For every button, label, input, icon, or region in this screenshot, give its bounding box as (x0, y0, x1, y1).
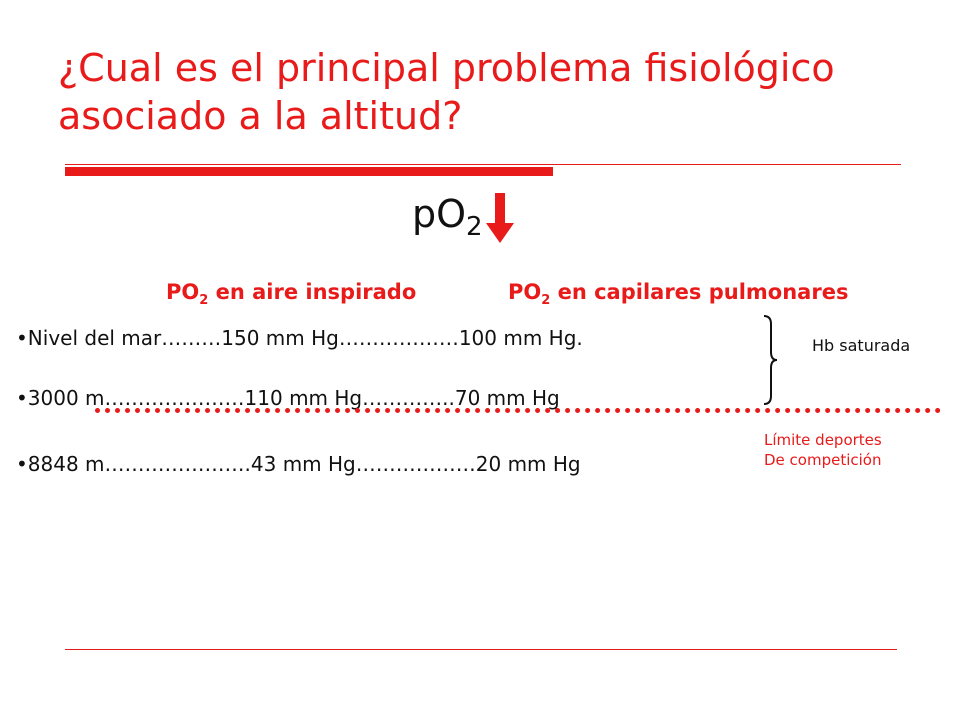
header-inspired-air: PO2 en aire inspirado (166, 280, 416, 308)
header-pulmonary-capillaries: PO2 en capilares pulmonares (508, 280, 848, 308)
header-inspired-prefix: PO (166, 280, 200, 304)
po2-subscript: 2 (466, 212, 483, 242)
header-inspired-rest: en aire inspirado (208, 280, 417, 304)
title-divider-thin (65, 164, 901, 165)
header-capillary-prefix: PO (508, 280, 542, 304)
header-capillary-sub: 2 (541, 293, 551, 309)
bottom-divider (65, 649, 897, 650)
limit-note-line2: De competición (764, 451, 882, 469)
slide-title: ¿Cual es el principal problema fisiológi… (58, 46, 835, 138)
header-inspired-sub: 2 (199, 293, 209, 309)
row-8848m: •8848 m………………….43 mm Hg………………20 mm Hg (16, 452, 581, 476)
competition-limit-line (95, 408, 941, 413)
po2-heading: pO2 (412, 192, 483, 249)
header-capillary-rest: en capilares pulmonares (550, 280, 849, 304)
competition-limit-note: Límite deportes De competición (764, 430, 882, 470)
title-divider-thick (65, 167, 553, 176)
po2-base: pO (412, 192, 467, 236)
right-brace-icon (763, 315, 778, 405)
row-sea-level: •Nivel del mar………150 mm Hg………………100 mm H… (16, 326, 583, 350)
limit-note-line1: Límite deportes (764, 431, 882, 449)
hb-saturated-note: Hb saturada (812, 336, 911, 355)
row-3000m: •3000 m…………………110 mm Hg…………..70 mm Hg (16, 386, 560, 410)
down-arrow-icon (486, 193, 514, 243)
